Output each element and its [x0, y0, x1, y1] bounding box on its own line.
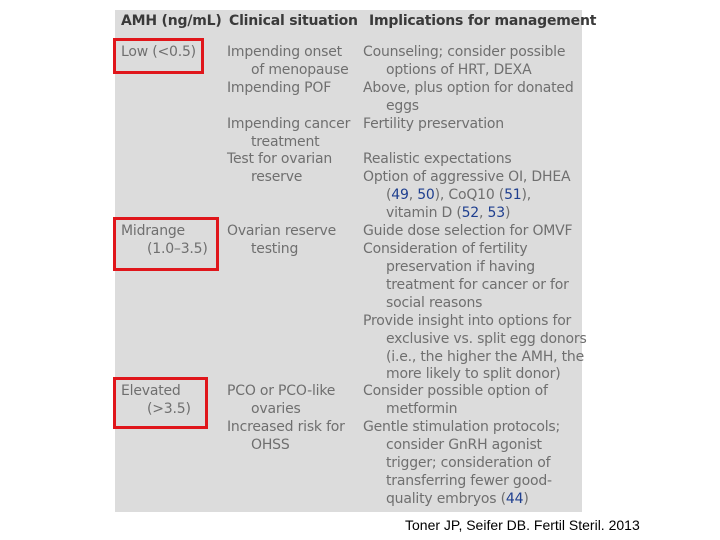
- clinical-cell: PCO or PCO-like: [227, 383, 336, 399]
- clinical-cell: Ovarian reserve: [227, 223, 337, 239]
- implication-cell: Realistic expectations: [363, 151, 512, 167]
- implication-cell: consider GnRH agonist: [386, 437, 542, 453]
- implication-cell: (i.e., the higher the AMH, the: [386, 349, 585, 365]
- implication-cell: transferring fewer good-: [386, 473, 552, 489]
- clinical-cell: Impending cancer: [227, 116, 351, 132]
- clinical-cell: OHSS: [251, 437, 290, 453]
- clinical-cell: ovaries: [251, 401, 301, 417]
- highlight-box-midrange: [113, 217, 219, 271]
- implication-cell: options of HRT, DEXA: [386, 62, 532, 78]
- implication-cell-refs: quality embryos (44): [386, 491, 529, 507]
- citation: Toner JP, Seifer DB. Fertil Steril. 2013: [405, 517, 640, 533]
- clinical-cell: Test for ovarian: [227, 151, 333, 167]
- implication-cell: social reasons: [386, 295, 483, 311]
- implication-cell: Above, plus option for donated: [363, 80, 574, 96]
- implication-cell: Gentle stimulation protocols;: [363, 419, 561, 435]
- highlight-box-elevated: [113, 377, 208, 429]
- clinical-cell: treatment: [251, 134, 320, 150]
- implication-cell-refs: (49, 50), CoQ10 (51),: [386, 187, 532, 203]
- amh-midrange-range: (1.0–3.5): [147, 241, 208, 257]
- implication-cell: treatment for cancer or for: [386, 277, 569, 293]
- clinical-cell: Increased risk for: [227, 419, 345, 435]
- clinical-cell: Impending POF: [227, 80, 332, 96]
- clinical-cell: of menopause: [251, 62, 349, 78]
- highlight-box-low: [113, 38, 204, 74]
- amh-elevated: Elevated: [121, 383, 181, 399]
- implication-cell: more likely to split donor): [386, 366, 561, 382]
- implication-cell: Fertility preservation: [363, 116, 504, 132]
- implication-cell: Counseling; consider possible: [363, 44, 566, 60]
- implication-cell: Provide insight into options for: [363, 313, 572, 329]
- implication-cell-refs: vitamin D (52, 53): [386, 205, 511, 221]
- header-implications: Implications for management: [369, 13, 597, 29]
- implication-cell: Option of aggressive OI, DHEA: [363, 169, 571, 185]
- implication-cell: preservation if having: [386, 259, 535, 275]
- clinical-cell: Impending onset: [227, 44, 342, 60]
- implication-cell: eggs: [386, 98, 419, 114]
- amh-low: Low (<0.5): [121, 44, 196, 60]
- implication-cell: exclusive vs. split egg donors: [386, 331, 587, 347]
- amh-midrange: Midrange: [121, 223, 185, 239]
- clinical-cell: reserve: [251, 169, 303, 185]
- implication-cell: Consider possible option of: [363, 383, 548, 399]
- header-amh: AMH (ng/mL): [121, 13, 222, 29]
- implication-cell: metformin: [386, 401, 458, 417]
- header-clinical-situation: Clinical situation: [229, 13, 358, 29]
- clinical-cell: testing: [251, 241, 299, 257]
- implication-cell: trigger; consideration of: [386, 455, 551, 471]
- implication-cell: Consideration of fertility: [363, 241, 528, 257]
- implication-cell: Guide dose selection for OMVF: [363, 223, 573, 239]
- amh-elevated-range: (>3.5): [147, 401, 191, 417]
